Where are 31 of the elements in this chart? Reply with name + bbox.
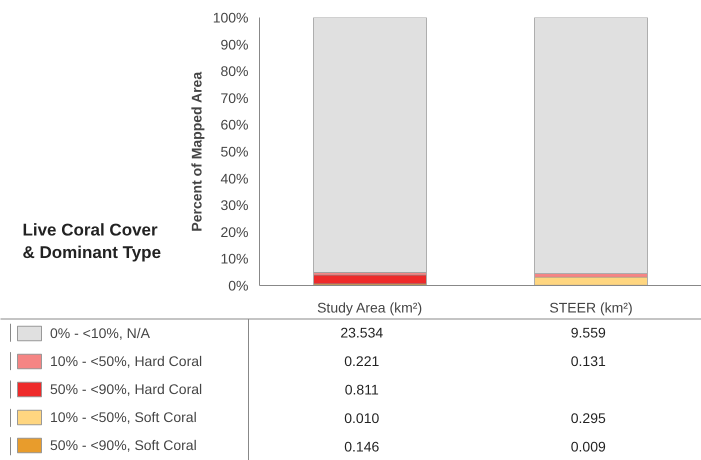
text: 0.811 (344, 382, 379, 398)
text: 0.131 (570, 353, 606, 370)
text: 0.010 (344, 410, 380, 426)
x-tick-label: STEER (km²) (549, 300, 633, 316)
bar (313, 18, 427, 273)
text: 0.146 (344, 438, 380, 454)
y-tick-label: 40% (220, 170, 249, 186)
y-tick-label: 60% (220, 116, 249, 133)
y-tick-label: 0% (228, 278, 248, 294)
text: Live Coral Cover & Dominant Type (22, 220, 162, 262)
y-tick-label: 90% (220, 36, 249, 52)
y-tick-label: 70% (220, 90, 249, 106)
x-tick-label: Study Area (km²) (317, 300, 422, 316)
text: 0.009 (570, 438, 606, 454)
y-tick-label: 100% (212, 10, 249, 26)
text: 0.221 (344, 353, 380, 370)
text: 9.559 (570, 324, 606, 341)
y-tick-label: 10% (220, 250, 249, 267)
y-tick-label: 20% (220, 224, 249, 240)
text: 23.534 (340, 324, 384, 341)
legend-label: 0% - <10%, N/A (50, 324, 150, 342)
bar (534, 18, 648, 274)
y-tick-label: 50% (220, 144, 249, 160)
y-tick-label: 30% (220, 197, 249, 214)
legend-label: 50% - <90%, Soft Coral (50, 436, 197, 454)
text: 0.295 (570, 410, 606, 426)
legend-label: 50% - <90%, Hard Coral (50, 380, 202, 398)
legend-label: 10% - <50%, Soft Coral (50, 408, 197, 426)
legend-label: 10% - <50%, Hard Coral (50, 352, 202, 370)
y-tick-label: 80% (220, 63, 249, 80)
y-axis-title: Percent of Mapped Area (188, 72, 205, 232)
